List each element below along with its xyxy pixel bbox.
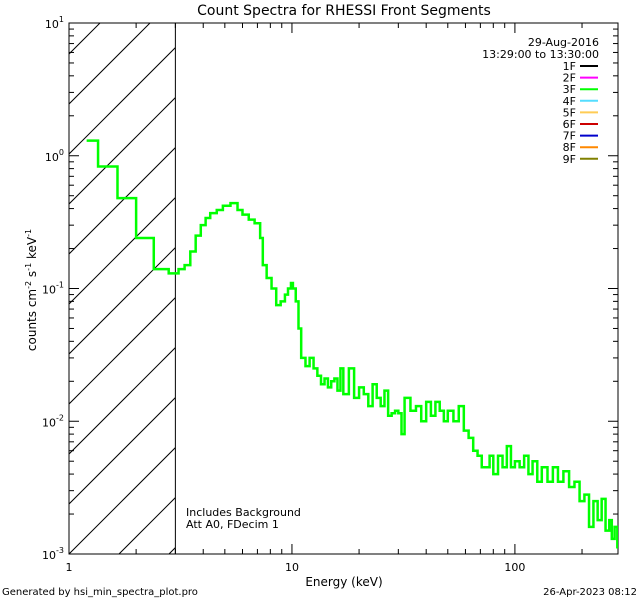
legend-label: 6F <box>563 118 576 131</box>
y-tick-label: 101 <box>45 15 64 31</box>
annotation-time-range: 13:29:00 to 13:30:00 <box>482 48 599 61</box>
legend-label: 8F <box>563 141 576 154</box>
y-tick-label-exp: 1 <box>59 15 64 24</box>
x-axis-label: Energy (keV) <box>305 575 382 589</box>
y-tick-label: 10-3 <box>42 546 64 562</box>
hatch-line <box>619 23 640 554</box>
x-tick-label: 1 <box>66 561 73 574</box>
plot-frame <box>68 22 619 555</box>
footer-timestamp: 26-Apr-2023 08:12 <box>543 587 637 598</box>
legend-label: 2F <box>563 72 576 85</box>
legend-label: 3F <box>563 83 576 96</box>
y-axis-label-exp: -2 <box>24 281 33 289</box>
x-tick-label: 10 <box>285 561 299 574</box>
hatch-line <box>319 23 640 554</box>
y-tick-label-exp: -3 <box>56 546 64 555</box>
y-tick-label: 100 <box>45 148 64 164</box>
y-tick-label-exp: -2 <box>56 413 64 422</box>
legend-label: 7F <box>563 130 576 143</box>
y-tick-label: 10-2 <box>42 413 64 429</box>
legend-label: 1F <box>563 60 576 73</box>
series-line-3F <box>86 139 618 549</box>
annotation-note-1: Includes Background <box>186 506 301 519</box>
y-tick-label-base: 10 <box>45 151 59 164</box>
hatch-line <box>219 23 640 554</box>
x-tick-labels: 1 10 100 <box>66 561 526 574</box>
y-tick-label-base: 10 <box>42 416 56 429</box>
y-axis-label-exp: -1 <box>24 229 33 237</box>
annotation-date: 29-Aug-2016 <box>528 36 599 49</box>
footer-generated-by: Generated by hsi_min_spectra_plot.pro <box>2 587 198 598</box>
y-axis-label-part: keV <box>25 236 39 263</box>
y-axis-label-part: s <box>25 271 39 281</box>
y-axis-ticks <box>69 22 618 555</box>
chart-title: Count Spectra for RHESSI Front Segments <box>197 3 491 19</box>
hatched-region <box>69 23 640 554</box>
hatch-line <box>369 23 640 554</box>
y-tick-label: 10-1 <box>42 281 64 297</box>
y-tick-label-exp: 0 <box>59 148 64 157</box>
y-axis-label-exp: -1 <box>24 263 33 271</box>
legend-label: 5F <box>563 106 576 119</box>
y-tick-label-base: 10 <box>45 18 59 31</box>
y-tick-label-base: 10 <box>42 549 56 562</box>
y-axis-label: counts cm-2 s-1 keV-1 <box>24 229 39 351</box>
hatch-line <box>69 396 176 505</box>
hatch-line <box>69 246 176 355</box>
hatch-line <box>269 23 640 554</box>
hatch-line <box>69 96 176 205</box>
annotation-note-2: Att A0, FDecim 1 <box>186 518 279 531</box>
hatch-line <box>69 196 176 305</box>
x-tick-label: 100 <box>504 561 525 574</box>
legend-label: 9F <box>563 153 576 166</box>
hatch-line <box>69 446 176 554</box>
y-axis-label-part: counts cm <box>25 289 39 351</box>
series-layer <box>86 139 618 549</box>
y-tick-label-exp: -1 <box>56 281 64 290</box>
hatch-line <box>69 46 176 155</box>
legend-label: 4F <box>563 95 576 108</box>
hatch-line <box>569 23 640 554</box>
x-axis-ticks <box>68 23 583 554</box>
hatch-line <box>69 296 176 405</box>
y-tick-label-base: 10 <box>42 284 56 297</box>
